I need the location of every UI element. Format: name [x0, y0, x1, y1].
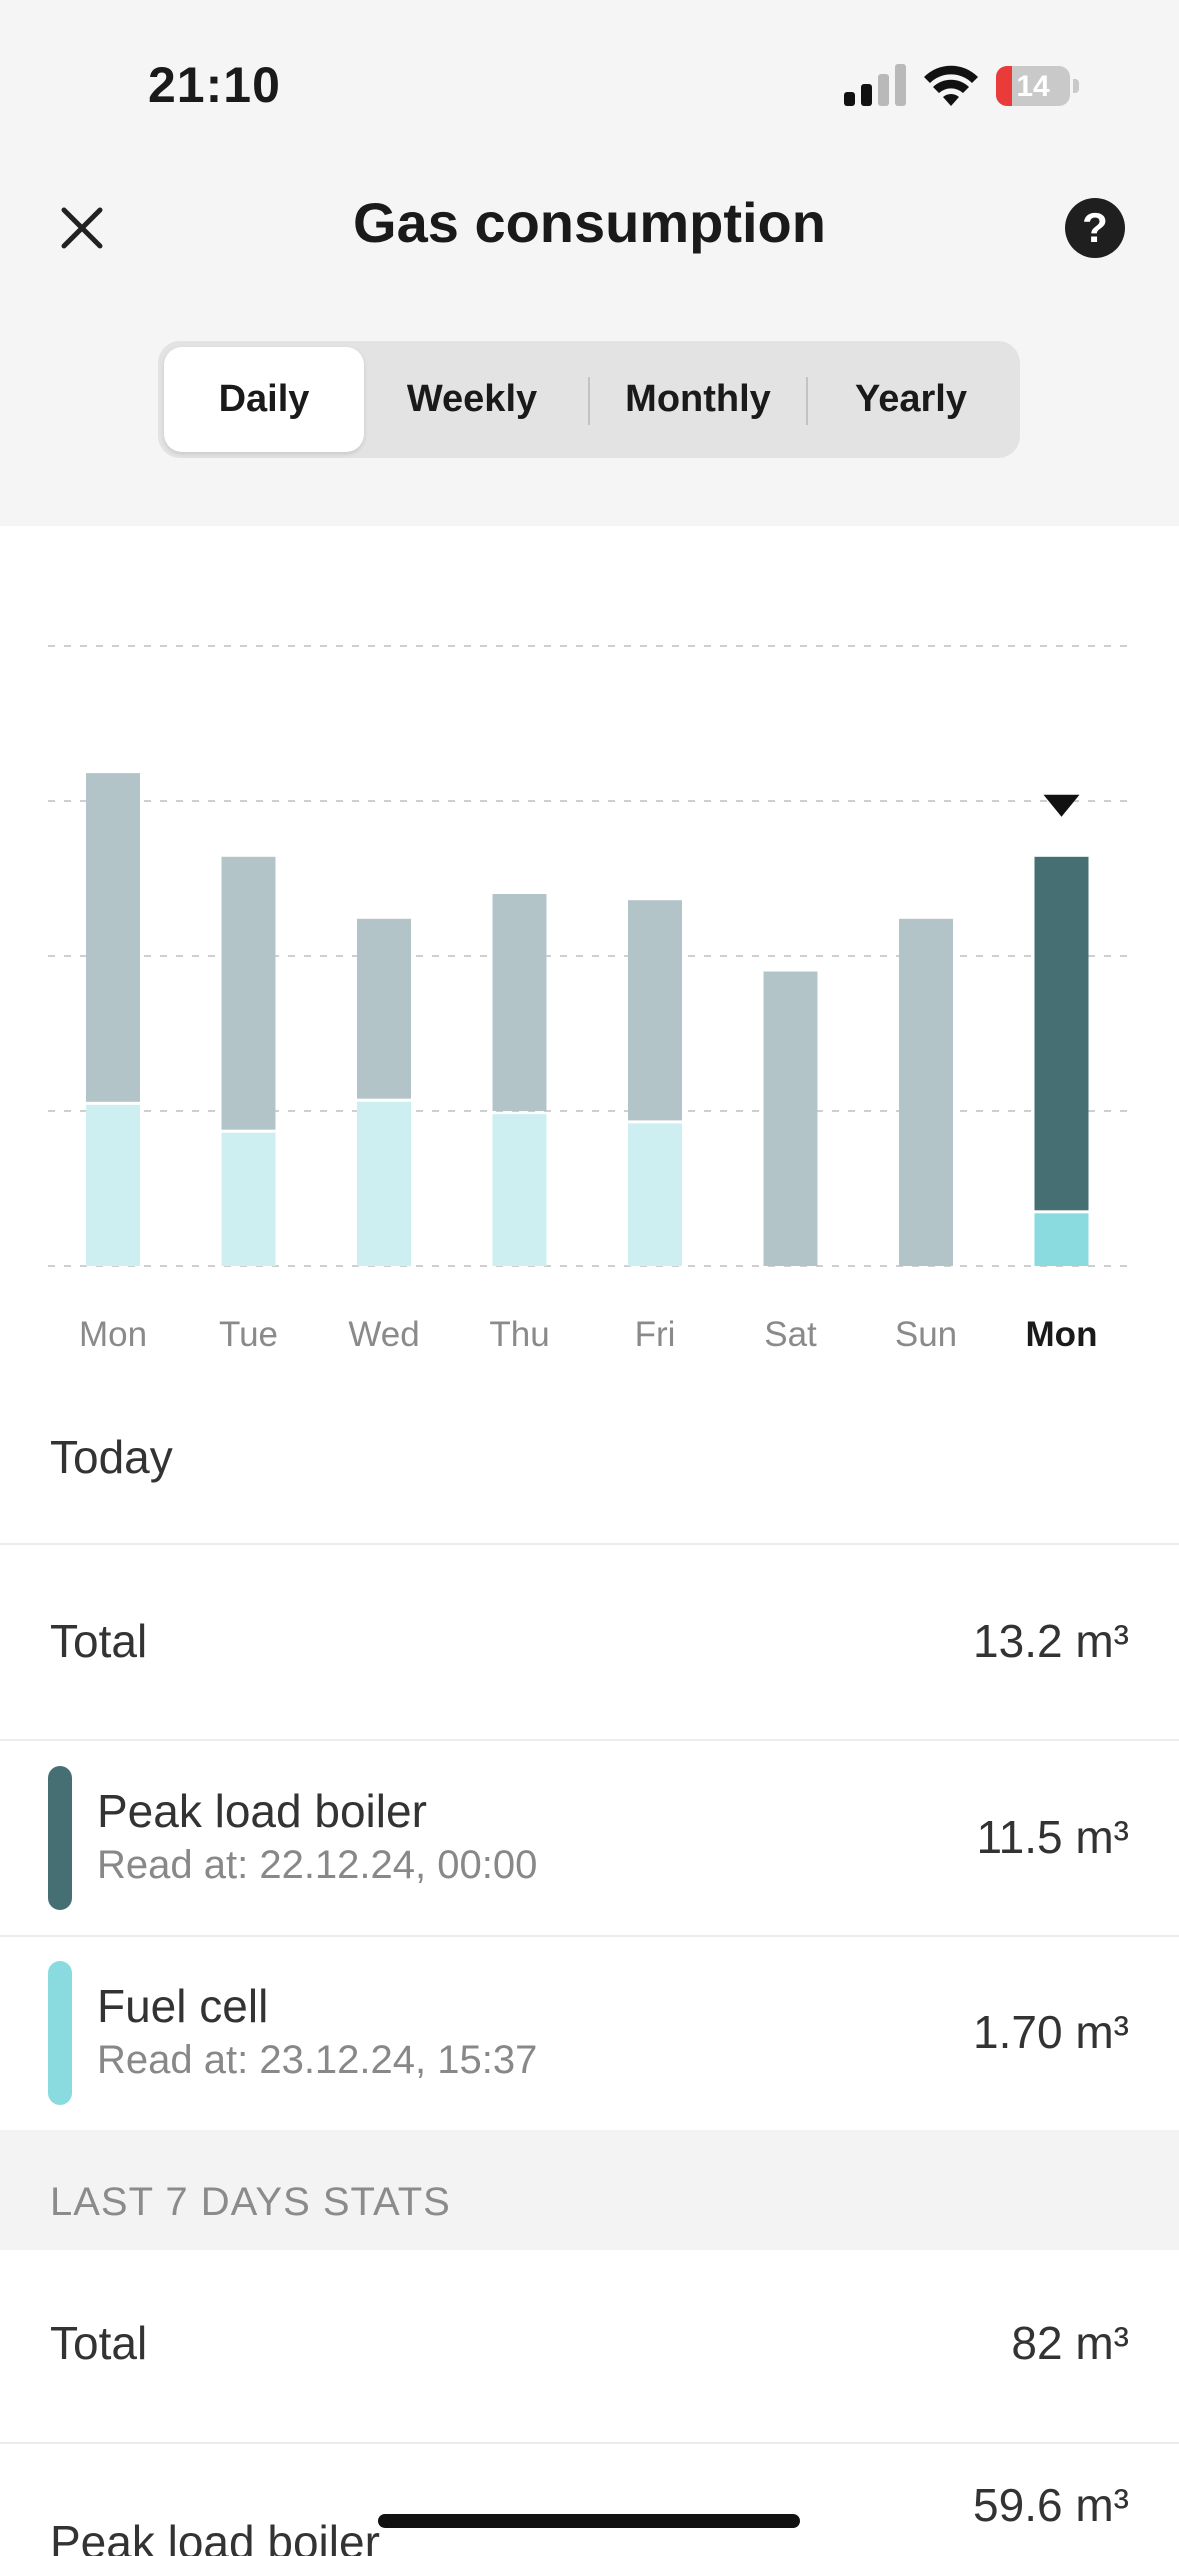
divider	[0, 2442, 1179, 2444]
bar-fuel-cell[interactable]	[357, 1101, 411, 1266]
period-segmented-control: Daily Weekly Monthly Yearly	[158, 341, 1020, 458]
bar-peak-load-boiler[interactable]	[86, 773, 140, 1102]
peak-load-boiler-read-at: Read at: 22.12.24, 00:00	[97, 1843, 538, 1887]
help-button[interactable]: ?	[1065, 198, 1125, 258]
battery-icon: 14	[996, 66, 1080, 106]
close-button[interactable]	[50, 196, 114, 260]
bar-fuel-cell[interactable]	[221, 1132, 276, 1266]
divider	[0, 1935, 1179, 1937]
status-bar: 21:10 14	[0, 0, 1179, 150]
bar-chart[interactable]: Mon Tue Wed Thu Fri Sat Sun Mon	[0, 526, 1179, 1366]
x-tick-label: Sat	[764, 1315, 817, 1354]
x-tick-label: Tue	[219, 1315, 278, 1354]
wifi-icon	[924, 65, 978, 106]
x-tick-label: Mon	[79, 1315, 147, 1354]
today-heading: Today	[50, 1431, 173, 1483]
bar-fuel-cell[interactable]	[86, 1104, 140, 1266]
bar-peak-load-boiler[interactable]	[899, 918, 953, 1266]
divider	[0, 1543, 1179, 1545]
x-tick-label: Sun	[895, 1315, 957, 1354]
page-title: Gas consumption	[353, 191, 826, 254]
today-total-label: Total	[50, 1615, 148, 1667]
x-tick-label: Wed	[348, 1315, 419, 1354]
bar-fuel-cell[interactable]	[628, 1123, 682, 1266]
peak-load-boiler-label: Peak load boiler	[97, 1785, 427, 1837]
status-time: 21:10	[148, 57, 281, 113]
x-tick-label: Mon	[1026, 1315, 1098, 1354]
tab-monthly[interactable]: Monthly	[625, 378, 771, 420]
last7-peak-load-boiler-label: Peak load boiler	[50, 2516, 380, 2556]
bar-fuel-cell[interactable]	[492, 1114, 547, 1266]
cellular-signal-icon	[844, 64, 906, 106]
tab-yearly[interactable]: Yearly	[855, 378, 967, 420]
fuel-cell-label: Fuel cell	[97, 1980, 269, 2032]
x-tick-label: Thu	[489, 1315, 549, 1354]
bar-peak-load-boiler[interactable]	[628, 900, 682, 1121]
last-7-days-header	[0, 2130, 1179, 2250]
bar-peak-load-boiler[interactable]	[357, 918, 411, 1099]
bar-peak-load-boiler[interactable]	[221, 856, 276, 1130]
peak-load-boiler-color-indicator	[48, 1766, 72, 1910]
fuel-cell-value: 1.70 m³	[973, 2006, 1129, 2058]
last7-total-value: 82 m³	[1011, 2317, 1129, 2369]
today-total-value: 13.2 m³	[973, 1615, 1129, 1667]
last7-total-label: Total	[50, 2317, 148, 2369]
bar-fuel-cell[interactable]	[1034, 1213, 1089, 1266]
fuel-cell-color-indicator	[48, 1961, 72, 2105]
close-icon	[61, 207, 103, 249]
home-indicator[interactable]	[378, 2514, 800, 2528]
battery-level: 14	[1016, 70, 1050, 103]
divider	[0, 1739, 1179, 1741]
peak-load-boiler-value: 11.5 m³	[976, 1811, 1129, 1863]
bar-peak-load-boiler[interactable]	[1034, 856, 1089, 1211]
nav-header: Gas consumption ? Daily Weekly Monthly Y…	[0, 150, 1179, 526]
fuel-cell-read-at: Read at: 23.12.24, 15:37	[97, 2038, 538, 2082]
consumption-chart[interactable]: Mon Tue Wed Thu Fri Sat Sun Mon	[0, 526, 1179, 1366]
tab-divider	[806, 377, 808, 425]
tab-divider	[588, 377, 590, 425]
tab-weekly[interactable]: Weekly	[406, 378, 538, 420]
tab-daily[interactable]: Daily	[164, 347, 364, 452]
last-7-days-title: LAST 7 DAYS STATS	[50, 2180, 451, 2224]
last7-peak-load-boiler-value: 59.6 m³	[973, 2479, 1129, 2531]
selected-marker-icon	[1043, 794, 1080, 817]
x-tick-label: Fri	[635, 1315, 676, 1354]
bar-peak-load-boiler[interactable]	[492, 894, 547, 1112]
bar-peak-load-boiler[interactable]	[763, 971, 818, 1267]
